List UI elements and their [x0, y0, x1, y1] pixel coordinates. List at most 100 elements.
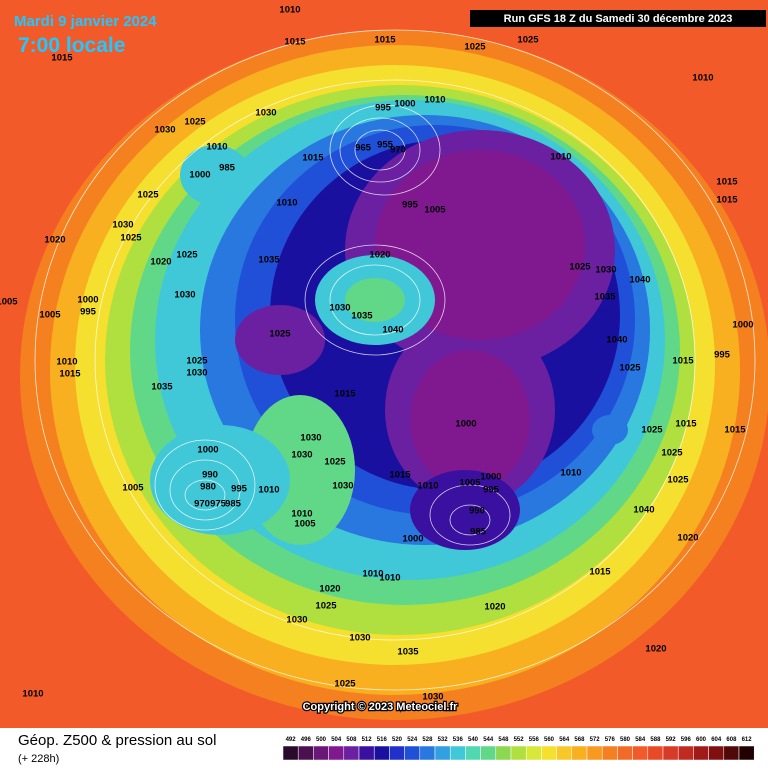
isobar-label: 1000	[394, 99, 415, 110]
isobar-label: 1020	[44, 235, 65, 246]
isobar-label: 995	[714, 350, 731, 361]
scale-label: 524	[407, 737, 418, 743]
scale-swatch	[525, 745, 542, 761]
scale-swatch	[677, 745, 694, 761]
isobar-label: 1020	[150, 257, 171, 268]
isobar-label: 975	[210, 499, 227, 510]
scale-swatch	[556, 745, 573, 761]
isobar-label: 1035	[594, 292, 616, 303]
isobar-label: 1015	[59, 369, 81, 380]
scale-label: 596	[681, 737, 692, 743]
scale-swatch	[601, 745, 618, 761]
isobar-label: 1010	[291, 509, 312, 520]
isobar-label: 1030	[174, 290, 195, 301]
isobar-label: 1005	[0, 297, 18, 308]
isobar-label: 1025	[619, 363, 641, 374]
isobar-label: 1030	[300, 433, 321, 444]
scale-label: 516	[377, 737, 388, 743]
isobar-label: 1025	[315, 601, 337, 612]
scale-label: 496	[301, 737, 312, 743]
isobar-label: 1030	[329, 303, 350, 314]
isobar-label: 1010	[258, 485, 279, 496]
scale-label: 572	[590, 737, 601, 743]
scale-label: 540	[468, 737, 479, 743]
isobar-label: 1010	[379, 573, 400, 584]
isobar-label: 1000	[480, 472, 501, 483]
isobar-label: 1015	[716, 177, 738, 188]
scale-label: 560	[544, 737, 555, 743]
isobar-label: 995	[231, 484, 248, 495]
scale-label: 536	[453, 737, 464, 743]
scale-label: 600	[696, 737, 707, 743]
scale-swatch	[373, 745, 390, 761]
isobar-label: 1010	[424, 95, 445, 106]
scale-label: 608	[726, 737, 737, 743]
isobar-label: 1025	[641, 425, 663, 436]
scale-swatch	[449, 745, 466, 761]
scale-label: 504	[331, 737, 342, 743]
isobar-label: 1030	[349, 633, 370, 644]
scale-swatch	[662, 745, 679, 761]
scale-label: 548	[498, 737, 509, 743]
run-label: Run GFS 18 Z du Samedi 30 décembre 2023	[504, 13, 733, 25]
scale-swatch	[586, 745, 603, 761]
scale-swatch	[465, 745, 481, 761]
isobar-label: 1005	[459, 478, 481, 489]
scale-swatch	[693, 745, 709, 761]
isobar-label: 1030	[154, 125, 175, 136]
scale-label: 552	[514, 737, 525, 743]
isobar-label: 985	[219, 163, 236, 174]
scale-label: 544	[483, 737, 494, 743]
isobar-label: 1025	[137, 190, 159, 201]
isobar-label: 1010	[22, 689, 43, 700]
isobar-label: 1000	[455, 419, 476, 430]
scale-label: 592	[666, 737, 677, 743]
isobar-label: 1010	[276, 198, 297, 209]
isobar-label: 1000	[77, 295, 98, 306]
isobar-label: 1030	[186, 368, 207, 379]
scale-swatch	[419, 745, 436, 761]
color-scale: 492 496 500 504 508 512 516 520 524 528 532 536 540 5…	[282, 737, 755, 761]
isobar-label: 1010	[206, 142, 227, 153]
isobar-label: 1040	[606, 335, 627, 346]
isobar-label: 1025	[334, 679, 356, 690]
footer-lead: (+ 228h)	[18, 753, 59, 765]
scale-label: 528	[422, 737, 433, 743]
scale-swatch	[723, 745, 740, 761]
scale-label: 520	[392, 737, 403, 743]
scale-swatch	[510, 745, 527, 761]
isobar-label: 1015	[675, 419, 697, 430]
isobar-label: 1020	[319, 584, 340, 595]
scale-label: 564	[559, 737, 570, 743]
isobar-label: 1015	[672, 356, 694, 367]
isobar-label: 990	[469, 506, 485, 517]
isobar-label: 1010	[279, 5, 300, 16]
scale-label: 588	[650, 737, 661, 743]
isobar-label: 995	[80, 307, 97, 318]
isobar-label: 1035	[397, 647, 419, 658]
isobar-label: 965	[355, 143, 372, 154]
isobar-label: 1030	[112, 220, 133, 231]
isobar-label: 995	[483, 485, 500, 496]
isobar-label: 1030	[422, 692, 443, 703]
isobar-label: 1000	[732, 320, 753, 331]
isobar-label: 1015	[589, 567, 611, 578]
isobar-label: 1005	[294, 519, 316, 530]
scale-label: 492	[286, 737, 297, 743]
scale-swatch	[297, 745, 314, 761]
isobar-label: 1025	[269, 329, 291, 340]
isobar-label: 955	[377, 140, 394, 151]
isobar-label: 1040	[382, 325, 403, 336]
scale-label: 612	[742, 737, 753, 743]
isobar-label: 985	[225, 499, 242, 510]
isobar-label: 995	[402, 200, 419, 211]
isobar-label: 1025	[324, 457, 346, 468]
isobar-label: 1015	[51, 53, 73, 64]
isobar-label: 1000	[189, 170, 210, 181]
isobar-label: 1040	[629, 275, 650, 286]
isobar-label: 1025	[176, 250, 198, 261]
scale-swatch	[358, 745, 375, 761]
isobar-label: 990	[202, 470, 218, 481]
isobar-labels: 1010 1015 1015 1025 1025 1015 1010 1030 1025 1030…	[0, 5, 754, 703]
